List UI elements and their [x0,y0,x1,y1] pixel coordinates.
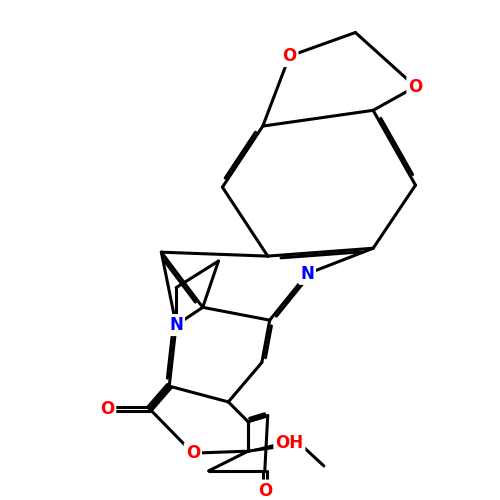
Text: O: O [186,444,200,462]
Text: O: O [100,400,114,418]
Text: O: O [408,78,422,96]
Text: N: N [169,316,183,334]
Text: O: O [258,482,272,500]
Text: OH: OH [276,434,303,452]
Polygon shape [248,440,300,451]
Text: O: O [282,47,296,65]
Text: N: N [300,265,314,283]
